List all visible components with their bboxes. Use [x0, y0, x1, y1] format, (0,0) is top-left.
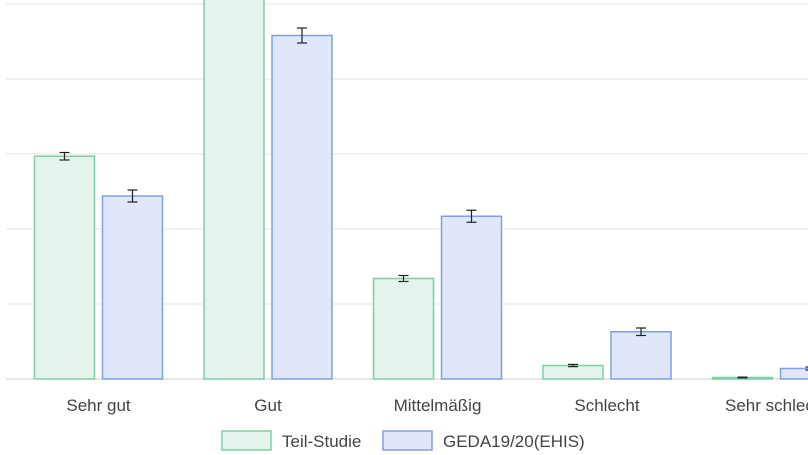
error-bar-2-2 [297, 27, 307, 44]
error-bar-2-5 [805, 366, 808, 371]
legend-item-1[interactable]: Teil-Studie [221, 430, 361, 451]
x-tick-label-2: Gut [254, 396, 282, 415]
bar-2-4[interactable] [610, 331, 672, 380]
error-bars [59, 27, 808, 379]
x-axis-tick-labels: Sehr gut Gut Mittelmäßig Schlecht Sehr schle… [66, 396, 808, 415]
bar-1-2[interactable] [203, 0, 265, 380]
bar-2-3[interactable] [440, 215, 503, 380]
legend-item-2[interactable]: GEDA19/20(EHIS) [382, 430, 585, 451]
x-tick-label-1: Sehr gut [66, 396, 131, 415]
x-tick-label-5: Sehr schlecht [725, 396, 808, 415]
error-bar-1-4 [568, 363, 578, 368]
error-bar-1-3 [398, 274, 409, 283]
error-bar-2-4 [636, 327, 646, 337]
bars [33, 0, 808, 380]
legend-label-1: Teil-Studie [282, 432, 361, 451]
legend-label-2: GEDA19/20(EHIS) [443, 432, 585, 451]
error-bar-1-5 [737, 376, 748, 379]
legend-swatch-2 [382, 430, 433, 451]
bar-2-2[interactable] [271, 34, 333, 380]
bar-2-5[interactable] [779, 367, 808, 380]
error-bar-1-1 [59, 151, 70, 161]
bar-1-1[interactable] [33, 155, 96, 380]
bar-2-1[interactable] [101, 195, 164, 380]
bar-1-4[interactable] [542, 364, 604, 380]
x-tick-label-3: Mittelmäßig [394, 396, 482, 415]
legend: Teil-Studie GEDA19/20(EHIS) [221, 430, 585, 451]
x-tick-label-4: Schlecht [574, 396, 639, 415]
error-bar-2-3 [466, 209, 477, 223]
bar-1-3[interactable] [372, 277, 435, 380]
error-bar-2-1 [127, 189, 138, 203]
legend-swatch-1 [221, 430, 272, 451]
